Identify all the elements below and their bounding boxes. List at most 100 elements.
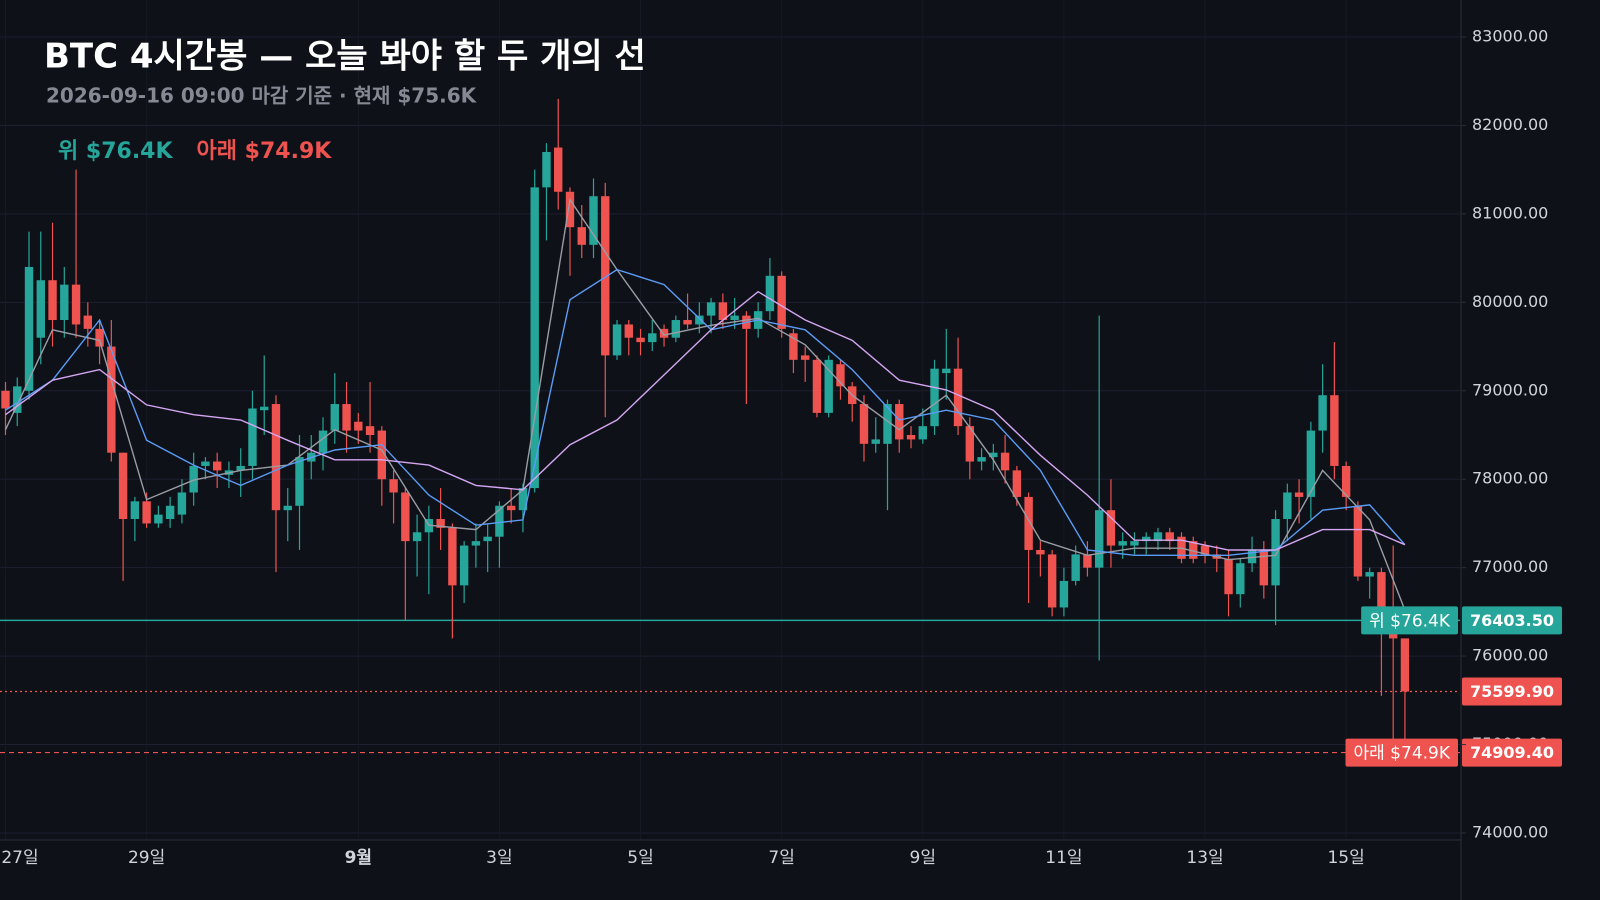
x-tick-label: 7일 [768,848,794,868]
candle-body [1036,549,1045,555]
candle-body [859,404,869,444]
candle-body [812,359,822,413]
candle-body [236,465,245,471]
candle-body [765,275,775,312]
candle-body [212,461,222,471]
candle-body [1330,395,1339,466]
candle-body [1283,492,1292,520]
x-tick-label: 11일 [1045,848,1082,868]
candle-body [824,359,833,413]
candle-body [800,355,810,360]
x-tick-label: 3일 [486,848,512,868]
candle-body [60,284,69,321]
candle-body [1130,541,1139,546]
candle-body [1189,541,1198,559]
candle-body [1118,541,1127,546]
candle-body [83,315,93,329]
price-badge-label: 75599.90 [1470,682,1554,701]
candle-body [295,457,304,506]
candle-body [1365,572,1374,577]
y-tick-label: 79000.00 [1472,380,1548,399]
candle-body [918,426,927,440]
candle-body [1012,470,1022,497]
candle-body [354,421,363,431]
candle-body [1059,580,1069,608]
candle-body [283,505,292,511]
candle-body [24,266,34,391]
candle-body [506,505,516,511]
legend-item: 아래 $74.9K [197,139,333,164]
candle-body [612,324,622,356]
candle-body [95,328,104,347]
candle-body [389,479,398,493]
candle-body [942,368,951,374]
candle-body [577,227,586,245]
candle-body [48,280,57,321]
candle-body [189,465,198,493]
candle-body [671,320,681,338]
price-badge-label: 76403.50 [1470,611,1554,630]
candle-body [107,346,116,453]
candle-body [1,390,10,409]
candle-body [412,532,422,542]
y-tick-label: 80000.00 [1472,292,1548,311]
candle-body [789,333,798,360]
x-tick-label: 5일 [627,848,653,868]
candle-body [1259,549,1269,586]
plot-area [0,0,1460,840]
y-tick-label: 82000.00 [1472,115,1548,134]
price-badge-label: 74909.40 [1470,743,1554,762]
candle-body [530,187,539,489]
candle-body [1224,558,1233,595]
candle-body [1106,510,1116,546]
candle-body [330,404,339,431]
candle-body [154,514,163,524]
candle-body [1236,563,1245,595]
level-badge-label: 위 $76.4K [1369,611,1451,631]
candle-body [871,439,880,444]
candle-body [1400,638,1410,692]
candle-body [1306,430,1316,497]
level-badge-label: 아래 $74.9K [1354,744,1451,764]
candle-body [518,488,528,511]
candle-body [401,492,410,542]
y-tick-label: 83000.00 [1472,27,1548,46]
candle-body [318,430,328,453]
y-tick-label: 81000.00 [1472,203,1548,222]
candle-body [436,519,445,528]
candle-body [1247,549,1257,564]
candle-body [1341,465,1351,497]
candle-body [495,505,504,537]
candle-body [271,404,281,511]
candle-body [1024,496,1033,550]
candle-body [13,386,22,413]
candle-body [895,404,904,440]
candle-body [624,324,633,338]
candle-body [1071,554,1080,581]
candle-body [471,541,481,546]
candle-body [1318,395,1327,431]
candle-body [365,426,375,435]
candle-body [554,147,563,192]
y-tick-label: 78000.00 [1472,469,1548,488]
price-badge [1462,606,1562,635]
candle-body [260,406,269,411]
candle-body [1153,532,1163,542]
candle-body [36,280,45,338]
candle-body [953,368,963,427]
candle-body [1271,519,1280,586]
candle-body [695,315,704,325]
y-tick-label: 74000.00 [1472,823,1548,842]
price-badge [1462,677,1562,706]
candle-body [201,461,210,466]
chart-subtitle: 2026-09-16 09:00 마감 기준 · 현재 $75.6K [46,84,478,108]
candle-body [1353,505,1363,577]
candle-body [965,426,975,462]
y-tick-label: 77000.00 [1472,557,1548,576]
candle-body [989,452,998,458]
candle-body [248,408,257,466]
moving-average-line [4,197,1406,611]
candle-body [1142,536,1151,542]
